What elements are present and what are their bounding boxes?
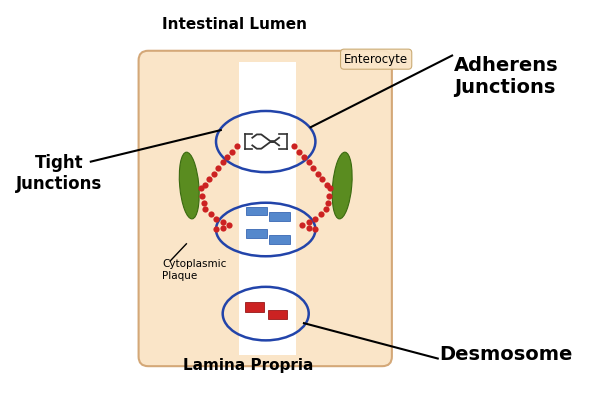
Point <box>310 226 320 232</box>
Point <box>211 216 221 222</box>
Text: Cytoplasmic
Plaque: Cytoplasmic Plaque <box>162 259 227 281</box>
Point <box>294 149 304 155</box>
Point <box>198 192 207 199</box>
Text: Lamina Propria: Lamina Propria <box>183 358 313 373</box>
Point <box>213 165 223 171</box>
Bar <box>267 310 287 320</box>
Text: Tight
Junctions: Tight Junctions <box>16 154 102 193</box>
Point <box>304 219 313 225</box>
Point <box>298 222 307 229</box>
Text: Enterocyte: Enterocyte <box>344 53 408 66</box>
Bar <box>245 206 267 215</box>
Bar <box>245 302 264 312</box>
Point <box>200 182 210 188</box>
Point <box>209 171 219 177</box>
Point <box>309 165 318 171</box>
Point <box>218 159 227 165</box>
Point <box>223 154 232 160</box>
Text: Desmosome: Desmosome <box>439 345 573 364</box>
Point <box>199 199 208 206</box>
Ellipse shape <box>332 152 352 219</box>
Point <box>304 224 313 230</box>
Point <box>218 219 227 225</box>
Point <box>218 224 227 230</box>
Point <box>317 176 327 182</box>
Point <box>201 206 210 212</box>
Bar <box>239 62 296 355</box>
Text: Adherens
Junctions: Adherens Junctions <box>454 56 559 97</box>
Text: Intestinal Lumen: Intestinal Lumen <box>162 17 307 32</box>
Point <box>290 143 299 149</box>
Point <box>299 154 309 160</box>
Point <box>322 182 331 188</box>
Point <box>316 211 325 217</box>
Bar <box>269 212 290 221</box>
Bar <box>245 229 267 238</box>
Point <box>313 171 322 177</box>
Point <box>211 226 221 232</box>
Ellipse shape <box>179 152 199 219</box>
Point <box>323 199 333 206</box>
Point <box>227 149 237 155</box>
Point <box>224 222 234 229</box>
Point <box>304 159 313 165</box>
Point <box>324 192 334 199</box>
Bar <box>269 235 290 244</box>
Point <box>232 143 242 149</box>
Point <box>205 176 214 182</box>
Point <box>321 206 331 212</box>
Point <box>196 185 206 191</box>
Point <box>310 216 320 222</box>
FancyBboxPatch shape <box>139 51 392 366</box>
Point <box>206 211 216 217</box>
Point <box>325 185 335 191</box>
